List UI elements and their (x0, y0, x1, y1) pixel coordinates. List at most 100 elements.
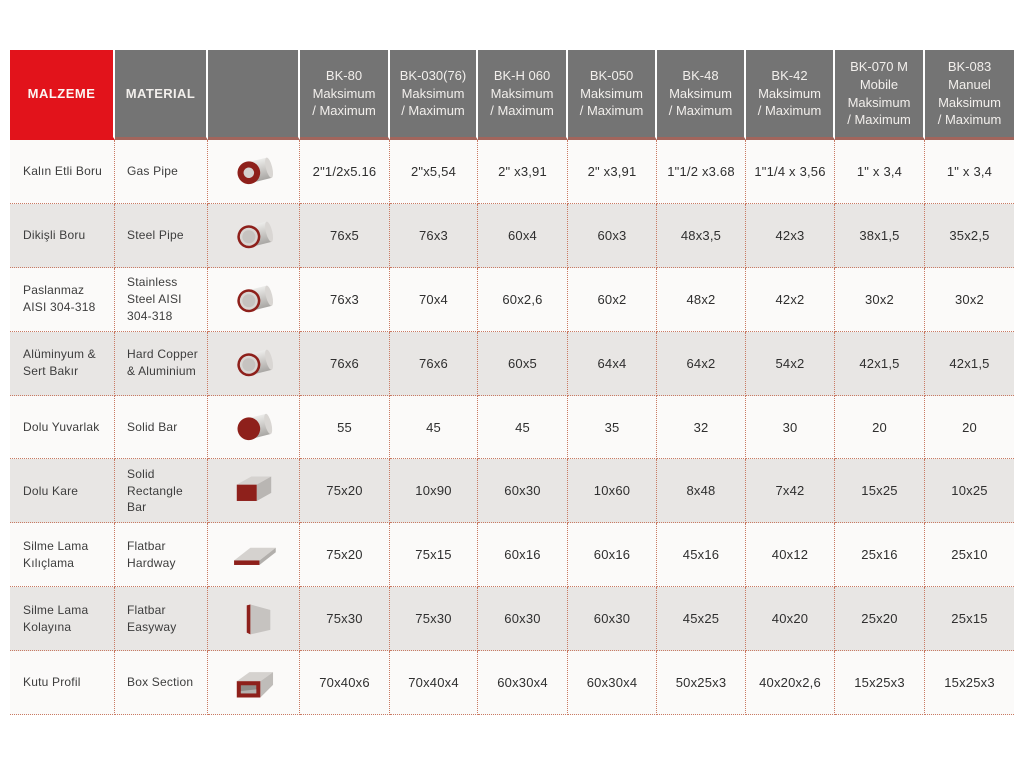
capacity-value: 64x2 (657, 331, 746, 396)
capacity-value: 76x6 (390, 331, 478, 396)
capacity-value: 30x2 (835, 267, 925, 332)
capacity-value: 25x15 (925, 587, 1014, 652)
capacity-value: 55 (300, 395, 390, 460)
capacity-value: 25x16 (835, 523, 925, 588)
capacity-value: 48x3,5 (657, 203, 746, 268)
capacity-value: 64x4 (568, 331, 657, 396)
material-name-turkish: Kutu Profil (10, 651, 115, 716)
capacity-value: 15x25x3 (835, 651, 925, 716)
material-name-english: Stainless Steel AISI 304-318 (115, 267, 208, 332)
material-name-english: Solid Bar (115, 395, 208, 460)
capacity-value: 1"1/4 x 3,56 (746, 140, 835, 204)
capacity-value: 75x30 (300, 587, 390, 652)
capacity-value: 15x25x3 (925, 651, 1014, 716)
thin-pipe-icon (208, 203, 300, 268)
capacity-value: 40x20 (746, 587, 835, 652)
capacity-value: 2"1/2x5.16 (300, 140, 390, 204)
capacity-value: 40x12 (746, 523, 835, 588)
column-header-malzeme: MALZEME (10, 50, 115, 140)
capacity-value: 75x30 (390, 587, 478, 652)
capacity-value: 32 (657, 395, 746, 460)
capacity-value: 76x6 (300, 331, 390, 396)
column-header-bk-030-76: BK-030(76) Maksimum / Maximum (390, 50, 478, 140)
capacity-value: 60x5 (478, 331, 568, 396)
capacity-value: 45 (478, 395, 568, 460)
capacity-value: 76x3 (390, 203, 478, 268)
capacity-value: 1" x 3,4 (835, 140, 925, 204)
capacity-value: 45x16 (657, 523, 746, 588)
machine-header-label: BK-070 M Mobile Maksimum / Maximum (847, 59, 911, 128)
material-name-turkish: Kalın Etli Boru (10, 140, 115, 204)
material-name-turkish: Paslanmaz AISI 304-318 (10, 267, 115, 332)
capacity-value: 35 (568, 395, 657, 460)
machine-header-label: BK-050 Maksimum / Maximum (579, 68, 644, 119)
capacity-value: 60x3 (568, 203, 657, 268)
table-row: Kalın Etli Boru Gas Pipe 2"1/2x5.16 2"x5,… (10, 140, 1014, 204)
table-row: Alüminyum & Sert Bakır Hard Copper & Alu… (10, 331, 1014, 396)
capacity-value: 60x4 (478, 203, 568, 268)
capacity-value: 48x2 (657, 267, 746, 332)
capacity-value: 70x40x4 (390, 651, 478, 716)
material-name-english: Flatbar Easyway (115, 587, 208, 652)
table-row: Dolu Yuvarlak Solid Bar 55 45 45 35 32 30 20 20 (10, 395, 1014, 460)
capacity-value: 75x20 (300, 523, 390, 588)
material-name-english: Box Section (115, 651, 208, 716)
thick-pipe-icon (208, 140, 300, 204)
capacity-value: 76x5 (300, 203, 390, 268)
material-name-turkish: Silme Lama Kılıçlama (10, 523, 115, 588)
table-row: Silme Lama Kılıçlama Flatbar Hardway 75x… (10, 523, 1014, 588)
capacity-value: 60x30 (478, 459, 568, 524)
capacity-value: 2" x3,91 (568, 140, 657, 204)
capacity-value: 60x30x4 (478, 651, 568, 716)
column-header-profile-icon (208, 50, 300, 140)
capacity-value: 45 (390, 395, 478, 460)
table-row: Dolu Kare Solid Rectangle Bar 75x20 10x90… (10, 459, 1014, 524)
capacity-value: 7x42 (746, 459, 835, 524)
capacity-value: 54x2 (746, 331, 835, 396)
capacity-value: 75x20 (300, 459, 390, 524)
capacity-value: 2"x5,54 (390, 140, 478, 204)
machine-header-label: BK-030(76) Maksimum / Maximum (399, 68, 467, 119)
capacity-value: 25x20 (835, 587, 925, 652)
solid-bar-icon (208, 395, 300, 460)
column-header-material: MATERIAL (115, 50, 208, 140)
thin-pipe-icon (208, 331, 300, 396)
box-section-icon (208, 651, 300, 716)
capacity-value: 60x16 (568, 523, 657, 588)
capacity-value: 70x40x6 (300, 651, 390, 716)
capacity-value: 1"1/2 x3.68 (657, 140, 746, 204)
capacity-value: 10x25 (925, 459, 1014, 524)
capacity-value: 2" x3,91 (478, 140, 568, 204)
capacity-value: 20 (835, 395, 925, 460)
column-header-bk-42: BK-42 Maksimum / Maximum (746, 50, 835, 140)
capacity-value: 60x2 (568, 267, 657, 332)
capacity-value: 60x30 (568, 587, 657, 652)
capacity-value: 42x1,5 (925, 332, 1014, 396)
machine-header-label: BK-42 Maksimum / Maximum (757, 68, 822, 119)
capacity-value: 30x2 (925, 268, 1014, 332)
material-name-english: Gas Pipe (115, 140, 208, 204)
machine-header-label: BK-80 Maksimum / Maximum (312, 68, 376, 119)
thin-pipe-icon (208, 267, 300, 332)
capacity-value: 60x30x4 (568, 651, 657, 716)
table-row: Paslanmaz AISI 304-318 Stainless Steel A… (10, 267, 1014, 332)
capacity-value: 35x2,5 (925, 204, 1014, 268)
capacity-value: 15x25 (835, 459, 925, 524)
capacity-value: 60x2,6 (478, 267, 568, 332)
capacity-value: 50x25x3 (657, 651, 746, 716)
material-name-turkish: Alüminyum & Sert Bakır (10, 331, 115, 396)
capacity-value: 42x1,5 (835, 331, 925, 396)
material-name-turkish: Dikişli Boru (10, 203, 115, 268)
capacity-value: 70x4 (390, 267, 478, 332)
column-header-bk-070-m: BK-070 M Mobile Maksimum / Maximum (835, 50, 925, 140)
cutting-capacity-table: MALZEME MATERIAL BK-80 Maksimum / Maximu… (10, 50, 1014, 716)
column-header-bk-h-060: BK-H 060 Maksimum / Maximum (478, 50, 568, 140)
capacity-value: 60x16 (478, 523, 568, 588)
flatbar-upright-icon (208, 587, 300, 652)
material-name-english: Flatbar Hardway (115, 523, 208, 588)
table-body: Kalın Etli Boru Gas Pipe 2"1/2x5.16 2"x5,… (10, 140, 1014, 716)
column-header-bk-050: BK-050 Maksimum / Maximum (568, 50, 657, 140)
capacity-value: 40x20x2,6 (746, 651, 835, 716)
column-header-bk-80: BK-80 Maksimum / Maximum (300, 50, 390, 140)
machine-header-label: BK-H 060 Maksimum / Maximum (490, 68, 554, 119)
